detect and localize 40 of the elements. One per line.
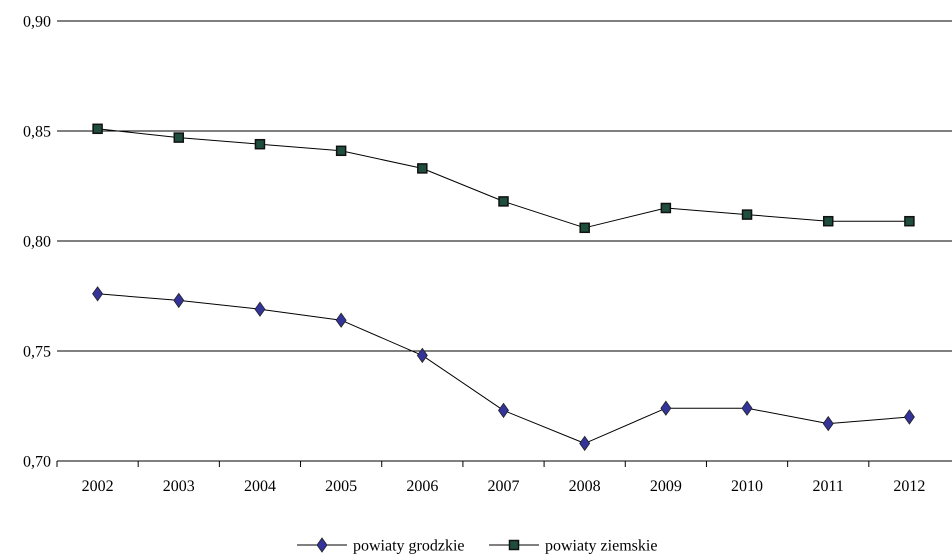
legend-label: powiaty grodzkie [353,538,465,555]
x-tick-label: 2008 [568,478,601,495]
point [174,132,184,143]
y-tick-label: 0,80 [23,234,51,251]
point [742,400,752,416]
legend-label: powiaty ziemskie [545,538,658,555]
y-tick-label: 0,70 [23,454,51,471]
x-tick-label: 2011 [812,478,844,495]
point [254,302,266,317]
x-tick-label: 2005 [325,478,358,495]
point [904,410,915,424]
x-tick-label: 2002 [82,478,114,495]
point [416,348,428,363]
point [173,293,184,308]
point [254,138,266,150]
x-tick-label: 2009 [650,478,682,495]
point [498,196,509,207]
point [498,403,509,418]
x-tick-label: 2004 [244,478,276,495]
x-tick-label: 2010 [731,478,764,495]
point [92,286,103,302]
point [660,400,672,416]
point [336,312,347,328]
point [742,209,752,220]
x-tick-label: 2006 [406,478,438,495]
point [579,436,590,451]
y-tick-label: 0,75 [23,344,51,361]
y-tick-label: 0,90 [23,14,51,31]
point [92,124,103,134]
point [822,216,834,226]
point [822,416,834,431]
point [904,216,915,226]
point [336,146,346,156]
x-tick-label: 2003 [162,478,195,495]
x-tick-label: 2007 [488,478,520,495]
point [579,222,590,234]
x-tick-label: 2012 [893,478,926,495]
point [660,202,672,214]
y-tick-label: 0,85 [23,124,51,141]
point [417,163,428,174]
